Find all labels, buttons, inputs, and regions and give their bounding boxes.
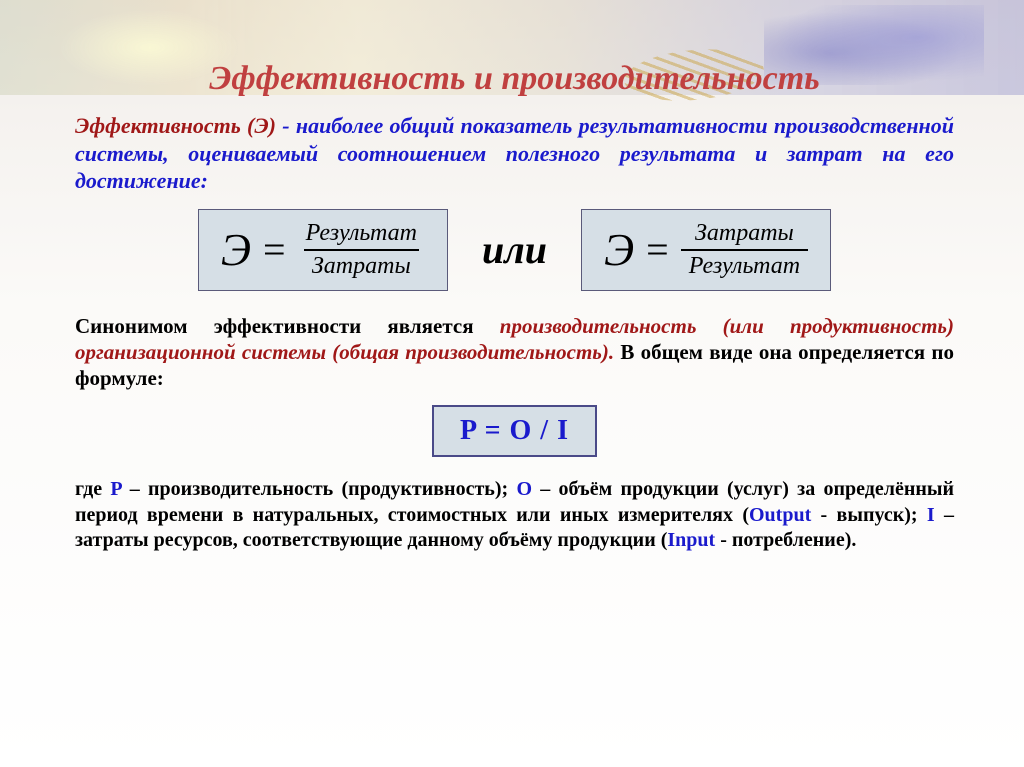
formula-box-2: Э = Затраты Результат [581,209,831,291]
formula-box-1: Э = Результат Затраты [198,209,448,291]
productivity-paragraph: Синонимом эффективности является произво… [75,313,954,392]
definition-paragraph: Эффективность (Э) - наиболее общий показ… [75,112,954,195]
term: Эффективность (Э) [75,113,276,138]
legend-paragraph: где P – производительность (продуктивнос… [75,477,954,554]
formula2-lhs: Э [604,223,634,276]
formula1-eq: = [263,226,286,273]
formula2-fraction: Затраты Результат [681,220,808,280]
or-label: или [482,226,547,273]
formula1-lhs: Э [221,223,251,276]
formula2-eq: = [646,226,669,273]
formula1-fraction: Результат Затраты [298,220,425,280]
slide-content: Эффективность и производительность Эффек… [0,0,1024,584]
formula-small-row: P = O / I [75,405,954,457]
slide-title: Эффективность и производительность [75,60,954,98]
formula-p-o-i: P = O / I [432,405,597,457]
formula-row: Э = Результат Затраты или Э = Затраты Ре… [75,209,954,291]
